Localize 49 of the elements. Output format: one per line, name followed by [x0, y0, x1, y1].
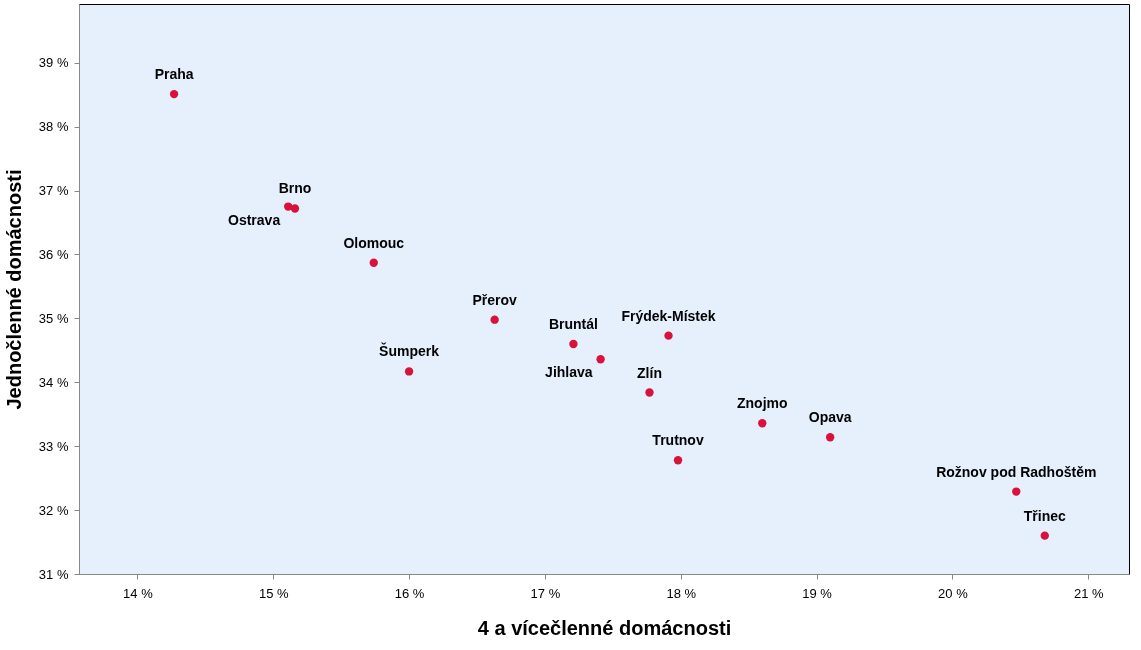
- annotation: Trutnov: [652, 432, 704, 449]
- y-tick-label: 37 %: [38, 183, 69, 199]
- annotation: Třinec: [1023, 507, 1066, 524]
- annotation: Praha: [154, 66, 194, 83]
- annotation: Přerov: [472, 291, 518, 308]
- annotation: Frýdek-Místek: [621, 307, 716, 324]
- point: [290, 204, 300, 213]
- y-tick-label: 35 %: [38, 310, 69, 326]
- y-tick-label: 32 %: [38, 502, 69, 518]
- point: [825, 433, 835, 442]
- y-tick-label: 38 %: [38, 119, 69, 135]
- x-tick-label: 18 %: [666, 585, 697, 601]
- annotation: Jihlava: [545, 364, 593, 381]
- point: [369, 258, 378, 267]
- annotation: Ostrava: [228, 211, 281, 228]
- annotation: Šumperk: [379, 342, 440, 360]
- point: [169, 89, 179, 99]
- point: [673, 456, 683, 465]
- x-tick-label: 19 %: [802, 585, 833, 601]
- point: [490, 315, 499, 324]
- annotation: Brno: [278, 180, 312, 197]
- point: [758, 419, 767, 428]
- annotation: Opava: [808, 409, 852, 426]
- point: [1040, 531, 1049, 540]
- point: [645, 388, 654, 397]
- point: [664, 331, 673, 340]
- point: [1012, 487, 1021, 496]
- annotation: Olomouc: [343, 234, 405, 251]
- point: [284, 202, 293, 211]
- point: [569, 339, 578, 349]
- annotation: Rožnov pod Radhoštěm: [936, 463, 1097, 480]
- annotation: Znojmo: [736, 395, 788, 412]
- annotation: Bruntál: [548, 315, 598, 332]
- point: [596, 355, 605, 364]
- x-tick-label: 16 %: [394, 585, 425, 601]
- y-tick-label: 39 %: [38, 55, 69, 71]
- y-tick-label: 31 %: [38, 566, 69, 582]
- x-tick-label: 14 %: [123, 585, 154, 601]
- annotation: Zlín: [637, 364, 662, 381]
- y-axis-title: Jednočlenné domácnosti: [2, 169, 25, 410]
- x-axis-title: 4 a vícečlenné domácnosti: [477, 616, 732, 639]
- y-tick-label: 34 %: [38, 374, 69, 390]
- y-tick-label: 36 %: [38, 246, 69, 262]
- x-tick-label: 15 %: [258, 585, 289, 601]
- y-tick-label: 33 %: [38, 438, 69, 454]
- point: [404, 367, 414, 376]
- x-tick-label: 17 %: [530, 585, 561, 601]
- x-tick-label: 20 %: [938, 585, 969, 601]
- x-tick-label: 21 %: [1073, 585, 1104, 601]
